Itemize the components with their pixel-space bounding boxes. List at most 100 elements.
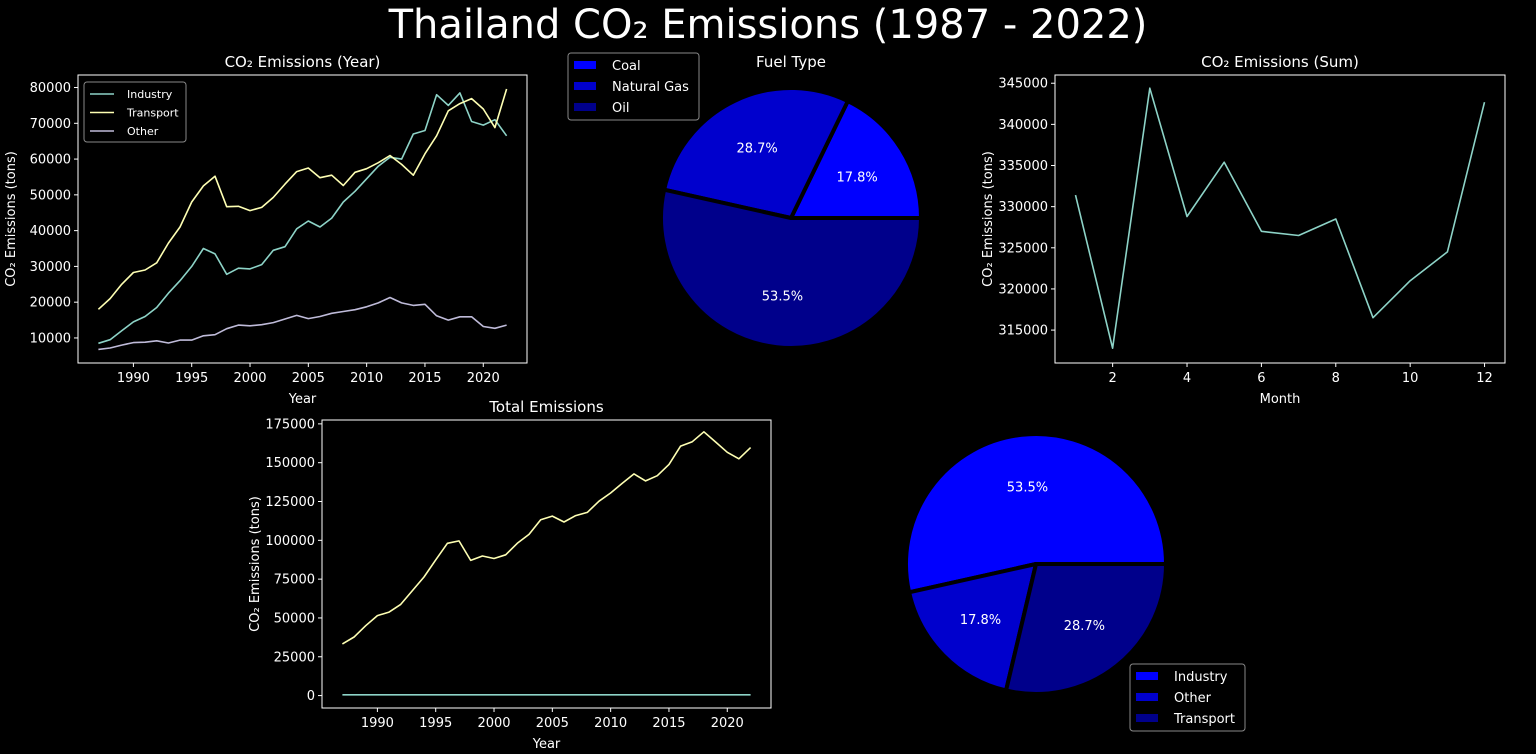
chart-title: CO₂ Emissions (Sum) <box>1201 53 1359 71</box>
x-tick-label: 1990 <box>361 716 394 731</box>
legend-swatch <box>574 103 596 111</box>
page-title: Thailand CO₂ Emissions (1987 - 2022) <box>388 2 1148 48</box>
y-tick-label: 315000 <box>998 324 1048 339</box>
x-tick-label: 2015 <box>652 716 685 731</box>
x-tick-label: 6 <box>1257 371 1265 386</box>
chart-title: CO₂ Emissions (Year) <box>225 53 381 71</box>
legend-swatch <box>574 61 596 69</box>
x-tick-label: 2020 <box>467 371 500 386</box>
y-tick-label: 320000 <box>998 282 1048 297</box>
legend-swatch <box>1136 714 1158 722</box>
pie-pct-label: 17.8% <box>836 171 877 186</box>
x-tick-label: 8 <box>1332 371 1340 386</box>
y-tick-label: 25000 <box>274 650 315 665</box>
legend-label: Other <box>127 125 159 138</box>
y-tick-label: 0 <box>307 689 315 704</box>
pie-slice-other <box>907 562 1038 693</box>
legend-label: Industry <box>1174 670 1228 685</box>
legend-frame <box>567 52 700 121</box>
legend-label: Natural Gas <box>612 80 689 95</box>
y-tick-label: 175000 <box>265 417 315 432</box>
y-tick-label: 10000 <box>30 331 71 346</box>
chart-fuel: Fuel Type 17.8% 28.7% 53.5% Coal Natural Gas O… <box>567 52 923 350</box>
pie-pct-label: 28.7% <box>1064 619 1105 634</box>
series-line-0 <box>341 430 752 645</box>
legend-frame <box>83 81 187 143</box>
x-tick-label: 2005 <box>536 716 569 731</box>
pie-pct-label: 28.7% <box>736 142 777 157</box>
legend-swatch <box>1136 693 1158 701</box>
y-tick-label: 340000 <box>998 118 1048 133</box>
legend-label: Transport <box>1173 712 1235 727</box>
pie-slice-oil <box>659 187 923 350</box>
y-tick-label: 80000 <box>30 81 71 96</box>
x-tick-label: 2015 <box>408 371 441 386</box>
y-axis-label: CO₂ Emissions (tons) <box>981 151 996 287</box>
y-tick-label: 40000 <box>30 224 71 239</box>
y-tick-label: 330000 <box>998 200 1048 215</box>
series-line-transport <box>97 88 508 310</box>
legend-label: Industry <box>127 88 173 101</box>
series-line-industry <box>98 92 508 345</box>
legend-label: Other <box>1174 691 1212 706</box>
chart-title: Fuel Type <box>756 53 826 71</box>
x-tick-label: 4 <box>1183 371 1191 386</box>
pie-pct-label: 53.5% <box>1007 480 1048 495</box>
legend-label: Oil <box>612 101 629 116</box>
pie-slice-natural-gas <box>662 86 850 220</box>
y-axis-label: CO₂ Emissions (tons) <box>4 151 19 287</box>
legend-label: Transport <box>126 107 179 120</box>
y-tick-label: 125000 <box>265 495 315 510</box>
x-tick-label: 1995 <box>175 371 208 386</box>
plot-frame <box>77 74 528 364</box>
x-tick-label: 12 <box>1476 371 1493 386</box>
x-axis-label: Month <box>1260 392 1301 407</box>
pie-pct-label: 53.5% <box>762 290 803 305</box>
y-tick-label: 335000 <box>998 159 1048 174</box>
x-tick-label: 2020 <box>711 716 744 731</box>
x-tick-label: 2010 <box>594 716 627 731</box>
plot-frame <box>321 419 772 709</box>
x-tick-label: 2000 <box>477 716 510 731</box>
pie-pct-label: 17.8% <box>960 613 1001 628</box>
x-tick-label: 10 <box>1402 371 1419 386</box>
pie-slice-coal <box>789 99 923 220</box>
pie-slice-transport <box>1004 562 1168 696</box>
y-tick-label: 50000 <box>274 611 315 626</box>
chart-sector: 53.5% 17.8% 28.7% Industry Other Transport <box>904 432 1246 732</box>
x-tick-label: 1990 <box>117 371 150 386</box>
chart-yearly: CO₂ Emissions (Year) 1990 1995 2000 2005 2010… <box>4 53 528 407</box>
y-tick-label: 30000 <box>30 260 71 275</box>
y-tick-label: 150000 <box>265 456 315 471</box>
y-tick-label: 325000 <box>998 241 1048 256</box>
x-axis-label: Year <box>288 392 317 407</box>
x-tick-label: 2010 <box>350 371 383 386</box>
series-line-0 <box>1074 87 1486 350</box>
x-tick-label: 2005 <box>292 371 325 386</box>
legend: Industry Transport Other <box>83 81 187 143</box>
y-tick-label: 20000 <box>30 296 71 311</box>
chart-monthly: CO₂ Emissions (Sum) 2 4 6 8 10 12 315000 320000 3… <box>981 53 1506 407</box>
x-tick-label: 2 <box>1109 371 1117 386</box>
legend-frame <box>1129 663 1246 732</box>
x-tick-label: 2000 <box>233 371 266 386</box>
x-axis-label: Year <box>532 737 561 752</box>
y-tick-label: 75000 <box>274 573 315 588</box>
legend-swatch <box>574 82 596 90</box>
chart-title: Total Emissions <box>488 398 604 416</box>
y-tick-label: 50000 <box>30 188 71 203</box>
pie-slice-industry <box>904 432 1168 595</box>
y-tick-label: 100000 <box>265 534 315 549</box>
plot-frame <box>1054 74 1506 364</box>
x-tick-label: 1995 <box>419 716 452 731</box>
series-line-other <box>98 296 507 351</box>
legend-swatch <box>1136 672 1158 680</box>
legend: Industry Other Transport <box>1129 663 1246 732</box>
y-tick-label: 60000 <box>30 153 71 168</box>
chart-total: Total Emissions 1990 1995 2000 2005 2010 2015 2… <box>248 398 772 752</box>
y-tick-label: 70000 <box>30 117 71 132</box>
legend: Coal Natural Gas Oil <box>567 52 700 121</box>
legend-label: Coal <box>612 59 641 74</box>
y-tick-label: 345000 <box>998 77 1048 92</box>
